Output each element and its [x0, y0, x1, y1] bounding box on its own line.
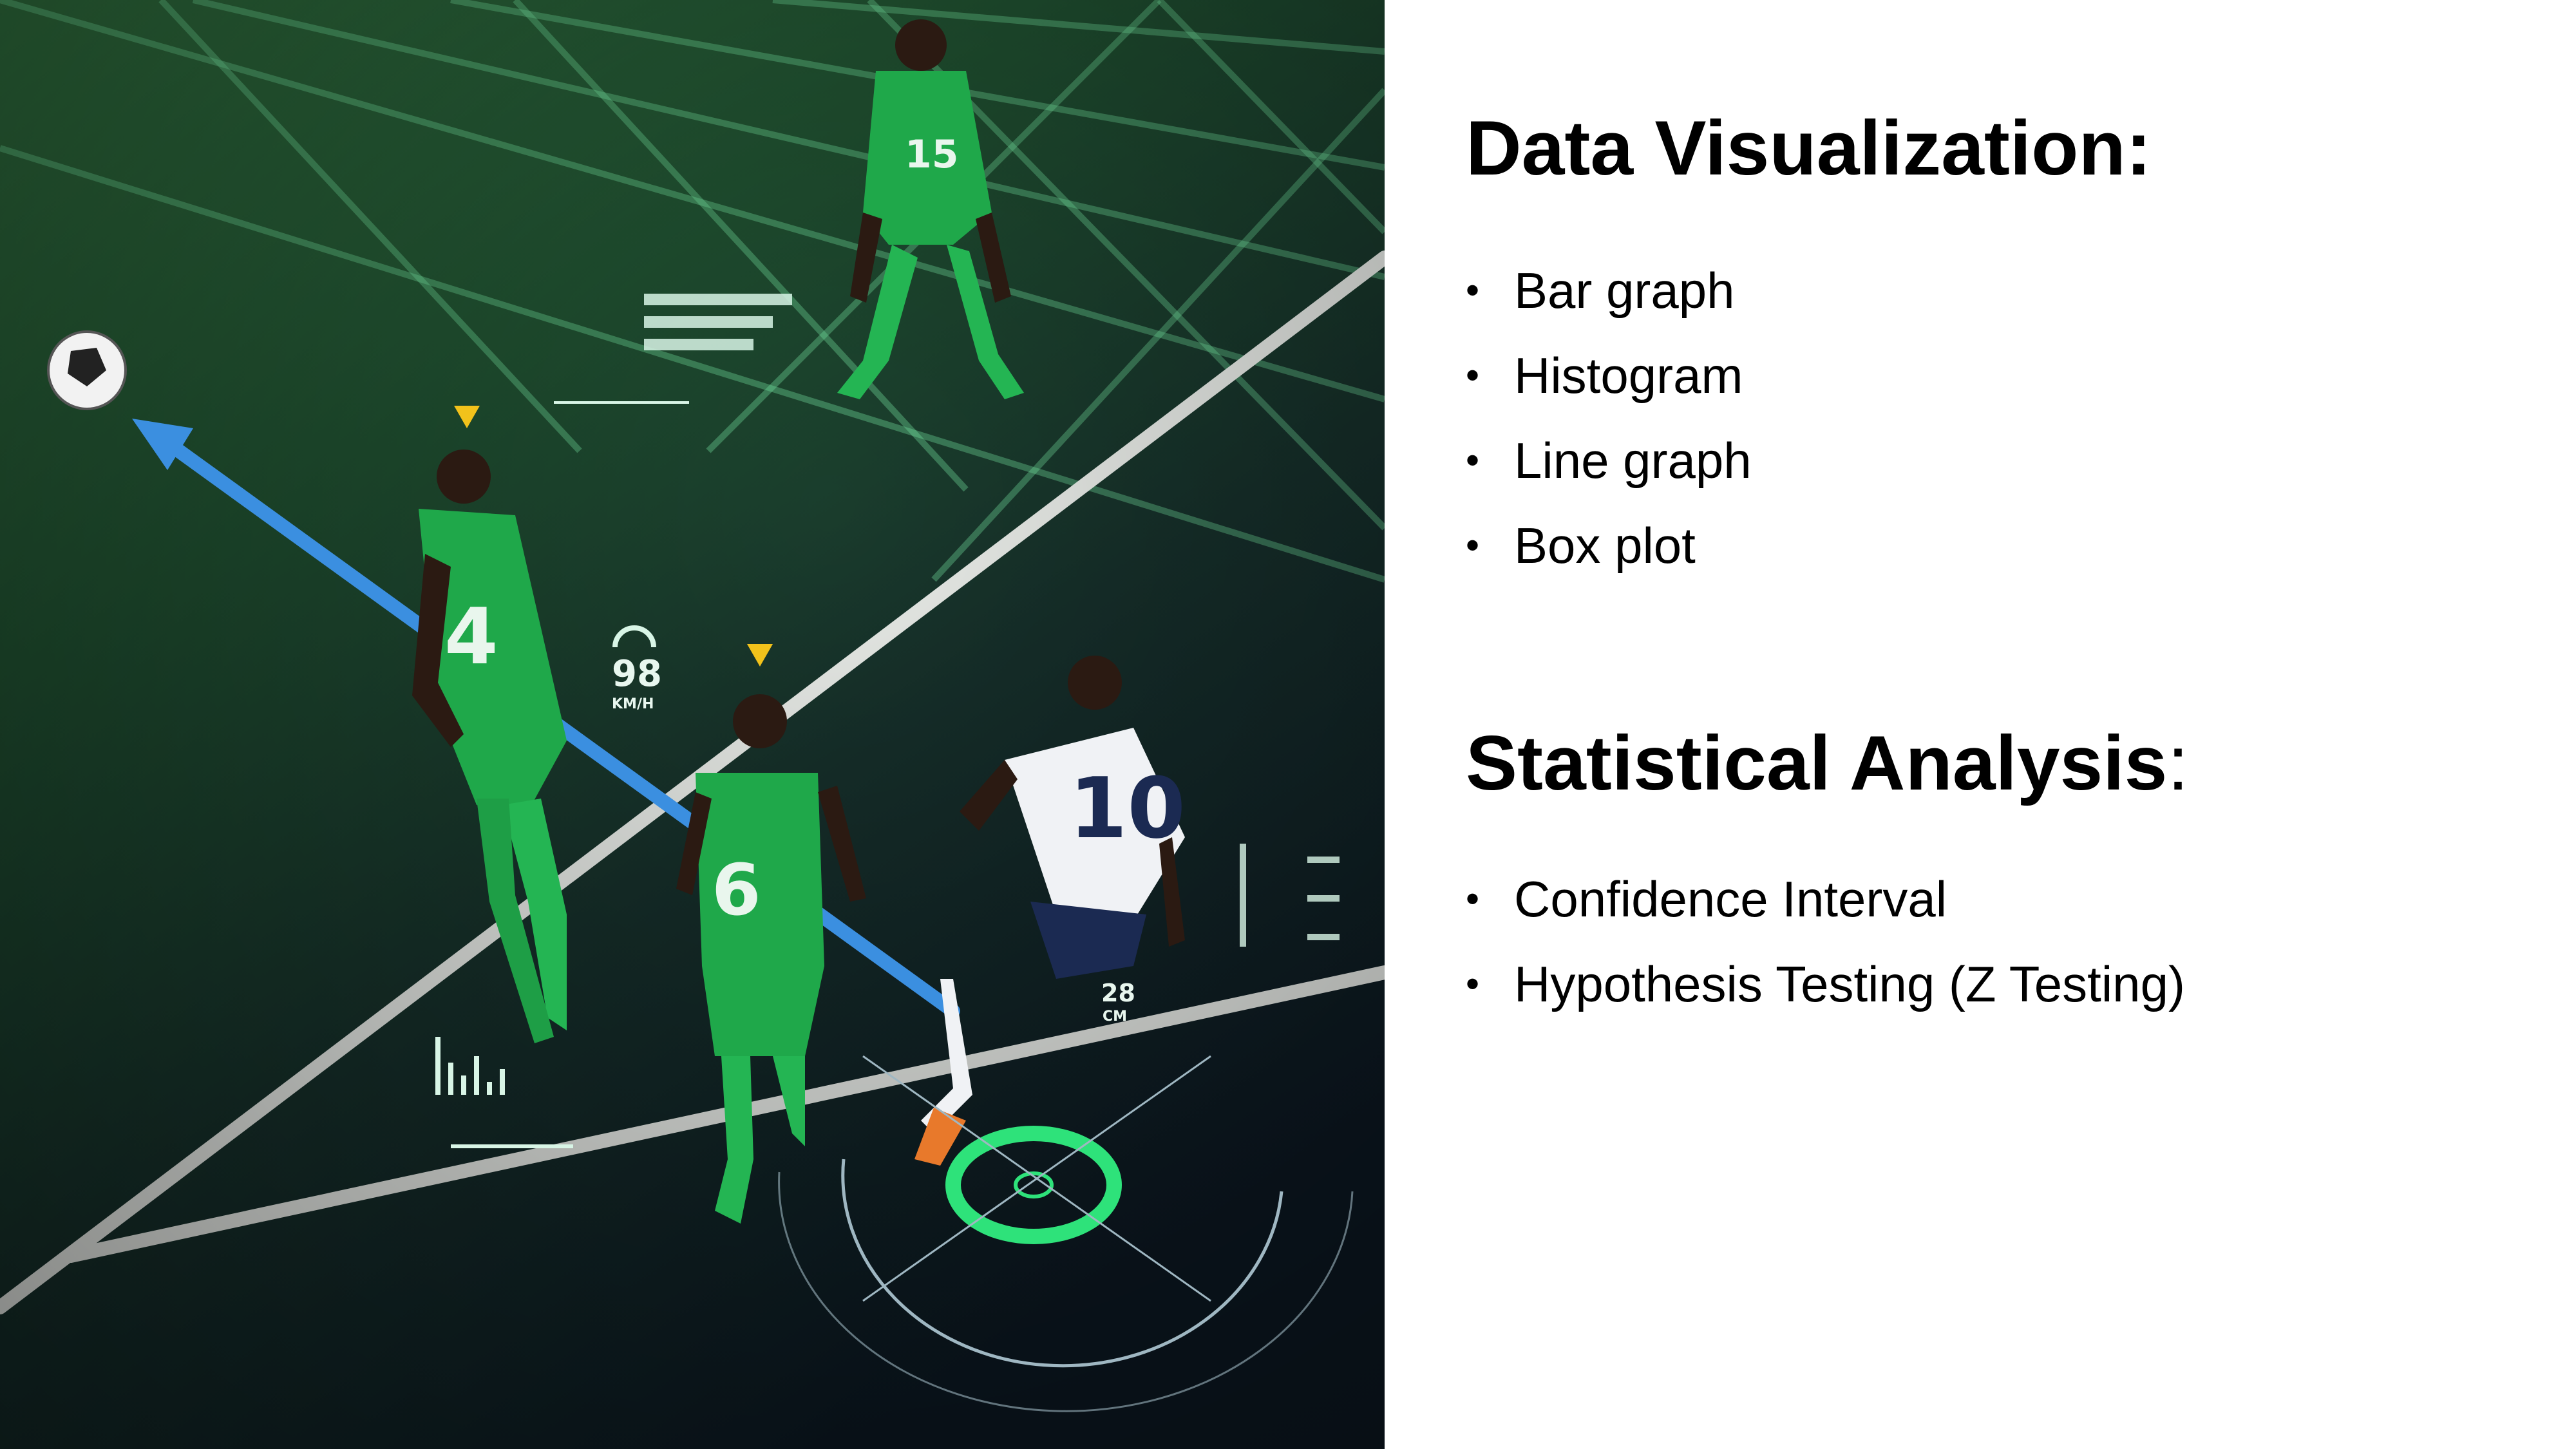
height-unit: CM	[1103, 1009, 1127, 1025]
jersey-10: 10	[1069, 759, 1186, 857]
data-visualization-title: Data Visualization	[1466, 105, 2126, 191]
soccer-analytics-photo: 15 4 6 10	[0, 0, 1385, 1449]
mini-bar-chart-icon	[435, 1037, 505, 1095]
photo-vignette	[0, 0, 1385, 1449]
data-visualization-list: Bar graph Histogram Line graph Box plot	[1466, 248, 1752, 588]
radar-arc	[841, 1159, 1283, 1368]
list-item: Confidence Interval	[1466, 857, 2185, 942]
list-item: Box plot	[1466, 503, 1752, 588]
statistical-analysis-colon: :	[2167, 720, 2189, 806]
hud-text: 98 KM/H 28 CM	[612, 653, 1135, 1025]
player-15-figure	[837, 19, 1024, 399]
player-10-figure	[914, 656, 1185, 1166]
photo-canvas: 15 4 6 10	[0, 0, 1385, 1449]
list-item: Bar graph	[1466, 248, 1752, 333]
list-item: Histogram	[1466, 333, 1752, 418]
jersey-4: 4	[444, 592, 498, 682]
statistical-analysis-heading: Statistical Analysis:	[1466, 724, 2189, 802]
jersey-numbers: 15 4 6 10	[444, 132, 1186, 931]
jersey-6: 6	[712, 849, 761, 931]
speed-value: 98	[612, 653, 662, 695]
player-4-figure	[412, 450, 567, 1043]
vertical-gauge-icon	[1240, 844, 1340, 947]
height-value: 28	[1101, 979, 1135, 1007]
speedometer-icon	[612, 625, 656, 648]
list-item: Line graph	[1466, 418, 1752, 503]
speed-unit: KM/H	[612, 696, 654, 712]
player-markers	[454, 406, 773, 667]
hud-overlays	[435, 294, 1354, 1412]
data-visualization-colon: :	[2125, 105, 2152, 191]
player-6-figure	[676, 694, 866, 1224]
jersey-15: 15	[905, 132, 959, 177]
statistical-analysis-title: Statistical Analysis	[1466, 720, 2168, 806]
stats-bars-icon	[644, 294, 792, 350]
data-visualization-heading: Data Visualization:	[1466, 109, 2152, 187]
text-panel: Data Visualization: Bar graph Histogram …	[1466, 0, 2528, 1449]
target-ring	[945, 1126, 1122, 1244]
statistical-analysis-list: Confidence Interval Hypothesis Testing (…	[1466, 857, 2185, 1027]
ball-icon	[47, 330, 127, 410]
list-item: Hypothesis Testing (Z Testing)	[1466, 942, 2185, 1027]
